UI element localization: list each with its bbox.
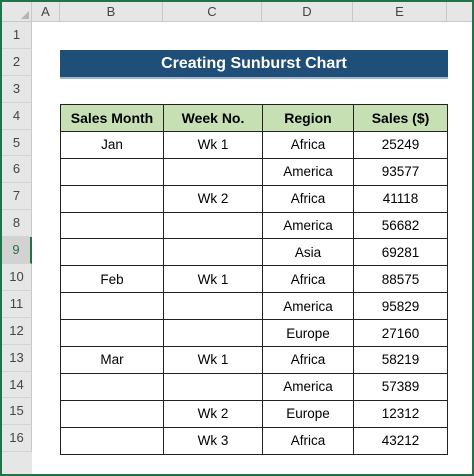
cell-sales[interactable]: 41118 — [353, 184, 448, 213]
cell-sales[interactable]: 56682 — [353, 211, 448, 240]
column-header-b[interactable]: B — [60, 2, 163, 22]
table-row: America 95829 — [60, 292, 448, 321]
cell-sales-month[interactable] — [60, 426, 164, 455]
cell-region[interactable]: America — [262, 292, 354, 321]
cell-sales[interactable]: 27160 — [353, 319, 448, 348]
cell-sales[interactable]: 93577 — [353, 157, 448, 186]
row-header[interactable]: 3 — [2, 75, 32, 103]
cell-week-no[interactable] — [163, 292, 263, 321]
cell-region[interactable]: America — [262, 211, 354, 240]
cell-week-no[interactable]: Wk 3 — [163, 426, 263, 455]
select-all-triangle-icon — [21, 11, 29, 19]
cell-region[interactable]: Africa — [262, 184, 354, 213]
chart-title-banner[interactable]: Creating Sunburst Chart — [60, 50, 448, 79]
cell-week-no[interactable]: Wk 2 — [163, 399, 263, 428]
row-header[interactable]: 6 — [2, 156, 32, 184]
cell-sales[interactable]: 43212 — [353, 426, 448, 455]
cell-sales-month[interactable] — [60, 157, 164, 186]
column-headers: A B C D E — [32, 2, 472, 22]
cell-week-no[interactable]: Wk 1 — [163, 265, 263, 294]
cell-region[interactable]: America — [262, 372, 354, 401]
column-header-d[interactable]: D — [262, 2, 353, 22]
cell-sales-month[interactable]: Mar — [60, 346, 164, 374]
cell-sales[interactable]: 95829 — [353, 292, 448, 321]
column-header-a[interactable]: A — [32, 2, 60, 22]
row-header[interactable]: 13 — [2, 344, 32, 372]
cell-sales[interactable]: 12312 — [353, 399, 448, 428]
row-header[interactable]: 14 — [2, 371, 32, 399]
row-header[interactable]: 1 — [2, 22, 32, 49]
cell-region[interactable]: Africa — [262, 130, 354, 159]
cell-sales[interactable]: 25249 — [353, 130, 448, 159]
row-header[interactable]: 2 — [2, 48, 32, 76]
table-body: Jan Wk 1 Africa 25249 America 93577 Wk 2 Africa… — [60, 130, 448, 455]
table-row: America 56682 — [60, 211, 448, 240]
cell-sales-month[interactable] — [60, 319, 164, 348]
cell-region[interactable]: Europe — [262, 319, 354, 348]
cell-region[interactable]: Africa — [262, 426, 354, 455]
table-row: Feb Wk 1 Africa 88575 — [60, 265, 448, 294]
cell-region[interactable]: Asia — [262, 238, 354, 267]
select-all-corner[interactable] — [2, 2, 32, 22]
table-row: Wk 2 Europe 12312 — [60, 399, 448, 428]
header-week-no[interactable]: Week No. — [163, 104, 263, 132]
row-header[interactable]: 16 — [2, 425, 32, 453]
table-row: Europe 27160 — [60, 319, 448, 348]
header-sales-month[interactable]: Sales Month — [60, 104, 164, 132]
cell-region[interactable]: Africa — [262, 265, 354, 294]
row-header[interactable]: 7 — [2, 183, 32, 211]
cell-week-no[interactable] — [163, 372, 263, 401]
cell-sales-month[interactable] — [60, 292, 164, 321]
row-header[interactable]: 4 — [2, 102, 32, 130]
sales-table: Sales Month Week No. Region Sales ($) Ja… — [60, 104, 448, 455]
cell-region[interactable]: Africa — [262, 346, 354, 374]
header-sales[interactable]: Sales ($) — [353, 104, 448, 132]
table-row: America 93577 — [60, 157, 448, 186]
table-row: Asia 69281 — [60, 238, 448, 267]
cell-week-no[interactable]: Wk 1 — [163, 130, 263, 159]
column-header-f[interactable] — [447, 2, 472, 22]
cell-sales-month[interactable]: Feb — [60, 265, 164, 294]
row-header[interactable]: 5 — [2, 129, 32, 157]
row-header[interactable]: 10 — [2, 264, 32, 291]
cell-week-no[interactable] — [163, 157, 263, 186]
cell-week-no[interactable] — [163, 211, 263, 240]
cell-week-no[interactable]: Wk 2 — [163, 184, 263, 213]
cell-sales[interactable]: 57389 — [353, 372, 448, 401]
row-header[interactable]: 8 — [2, 210, 32, 238]
column-header-c[interactable]: C — [163, 2, 262, 22]
cell-sales-month[interactable] — [60, 184, 164, 213]
cell-sales-month[interactable] — [60, 372, 164, 401]
header-region[interactable]: Region — [262, 104, 354, 132]
table-header-row: Sales Month Week No. Region Sales ($) — [60, 104, 448, 132]
cell-sales-month[interactable]: Jan — [60, 130, 164, 159]
cell-week-no[interactable] — [163, 238, 263, 267]
cell-week-no[interactable] — [163, 319, 263, 348]
table-row: Mar Wk 1 Africa 58219 — [60, 346, 448, 374]
table-row: Wk 3 Africa 43212 — [60, 426, 448, 455]
row-headers: 1 2 3 4 5 6 7 8 9 10 11 12 13 14 15 16 — [2, 22, 32, 474]
table-row: Wk 2 Africa 41118 — [60, 184, 448, 213]
cell-sales[interactable]: 58219 — [353, 346, 448, 374]
cell-region[interactable]: America — [262, 157, 354, 186]
column-header-e[interactable]: E — [353, 2, 447, 22]
cell-week-no[interactable]: Wk 1 — [163, 346, 263, 374]
cell-grid[interactable]: Creating Sunburst Chart Sales Month Week… — [32, 22, 472, 474]
row-header[interactable]: 15 — [2, 398, 32, 426]
table-row: Jan Wk 1 Africa 25249 — [60, 130, 448, 159]
cell-sales[interactable]: 88575 — [353, 265, 448, 294]
cell-sales-month[interactable] — [60, 399, 164, 428]
row-header-selected[interactable]: 9 — [2, 237, 32, 265]
table-row: America 57389 — [60, 372, 448, 401]
cell-sales-month[interactable] — [60, 211, 164, 240]
cell-region[interactable]: Europe — [262, 399, 354, 428]
row-header[interactable]: 12 — [2, 317, 32, 345]
cell-sales-month[interactable] — [60, 238, 164, 267]
row-header[interactable]: 11 — [2, 290, 32, 318]
cell-sales[interactable]: 69281 — [353, 238, 448, 267]
